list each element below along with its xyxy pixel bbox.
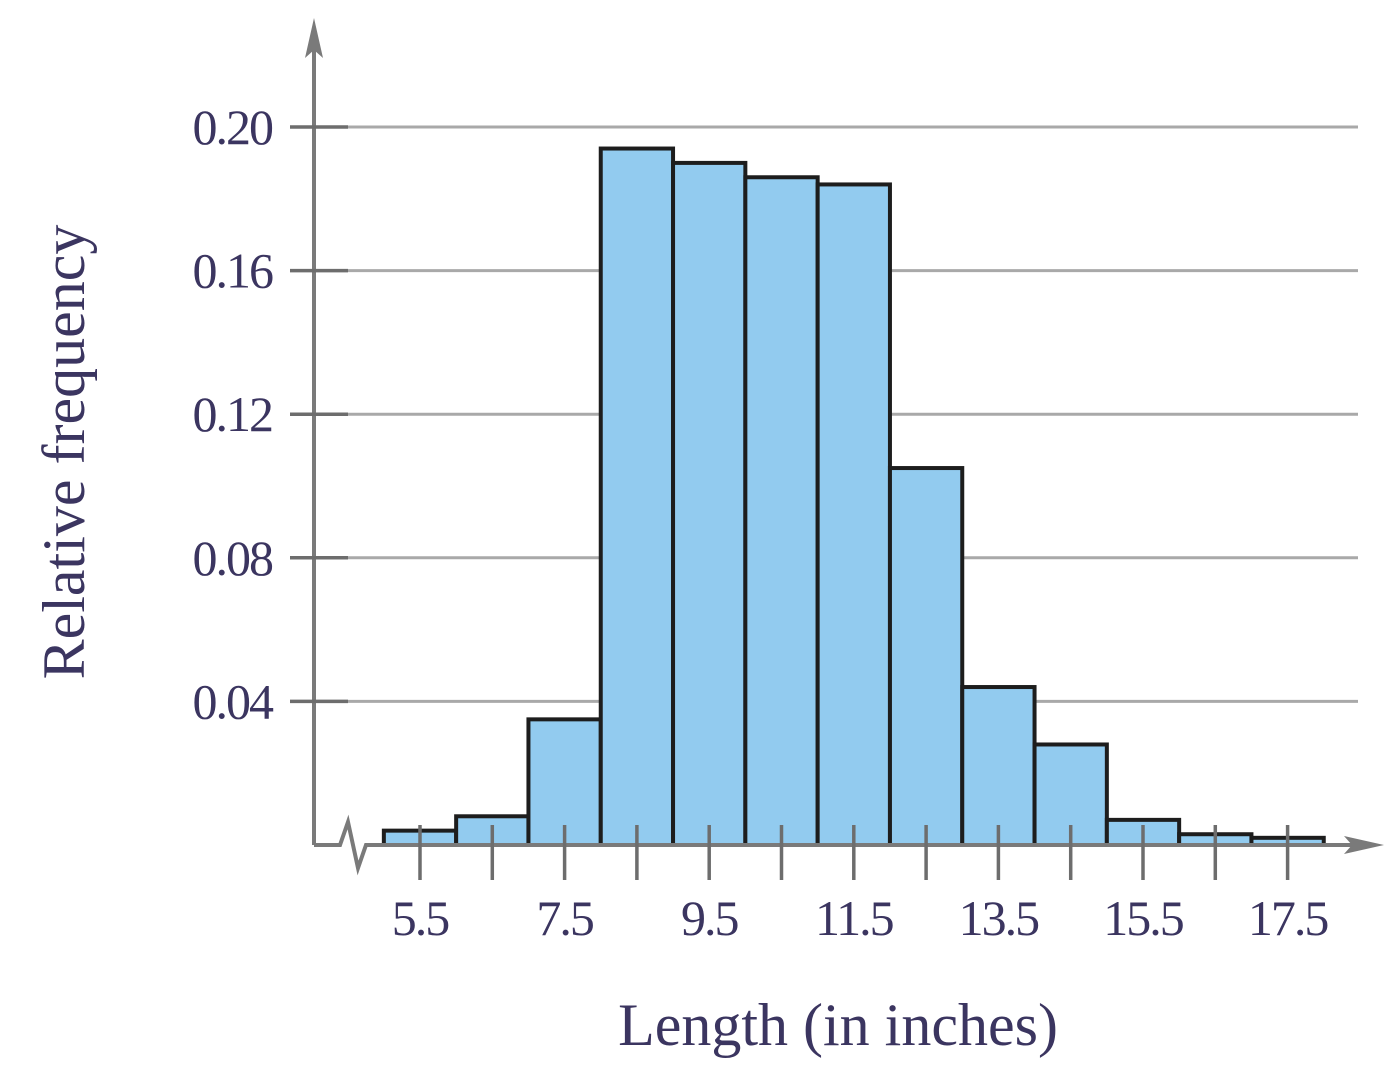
histogram-bar-8.5 — [598, 146, 676, 848]
y-tick-label-1: 0.08 — [193, 530, 274, 586]
x-axis-ticks: 5.5 7.5 9.5 11.5 13.5 15.5 17.5 — [392, 825, 1330, 946]
histogram-bars — [381, 146, 1326, 848]
x-axis-arrowhead — [1344, 836, 1384, 854]
y-axis-title: Relative frequency — [31, 225, 97, 680]
x-axis-title: Length (in inches) — [618, 992, 1058, 1058]
x-tick-label-2: 9.5 — [681, 890, 739, 946]
y-tick-label-3: 0.16 — [193, 243, 274, 299]
y-tick-label-4: 0.20 — [193, 99, 274, 155]
histogram-bar-10.5 — [743, 175, 820, 847]
y-axis-ticks: 0.04 0.08 0.12 0.16 0.20 — [193, 99, 348, 729]
histogram-bar-9.5 — [671, 160, 748, 847]
histogram-bar-13.5 — [960, 685, 1037, 847]
axes — [305, 18, 1384, 876]
x-tick-label-3: 11.5 — [815, 890, 894, 946]
y-tick-label-0: 0.04 — [193, 673, 275, 729]
x-tick-label-4: 13.5 — [959, 890, 1040, 946]
x-tick-label-5: 15.5 — [1103, 890, 1184, 946]
x-tick-label-1: 7.5 — [536, 890, 594, 946]
y-tick-label-2: 0.12 — [193, 386, 273, 442]
histogram-bar-11.5 — [815, 182, 892, 847]
axis-break-mark — [314, 814, 382, 876]
y-axis-arrowhead — [305, 18, 323, 58]
histogram-bar-12.5 — [887, 466, 965, 847]
x-tick-label-0: 5.5 — [392, 890, 450, 946]
x-tick-label-6: 17.5 — [1248, 890, 1329, 946]
